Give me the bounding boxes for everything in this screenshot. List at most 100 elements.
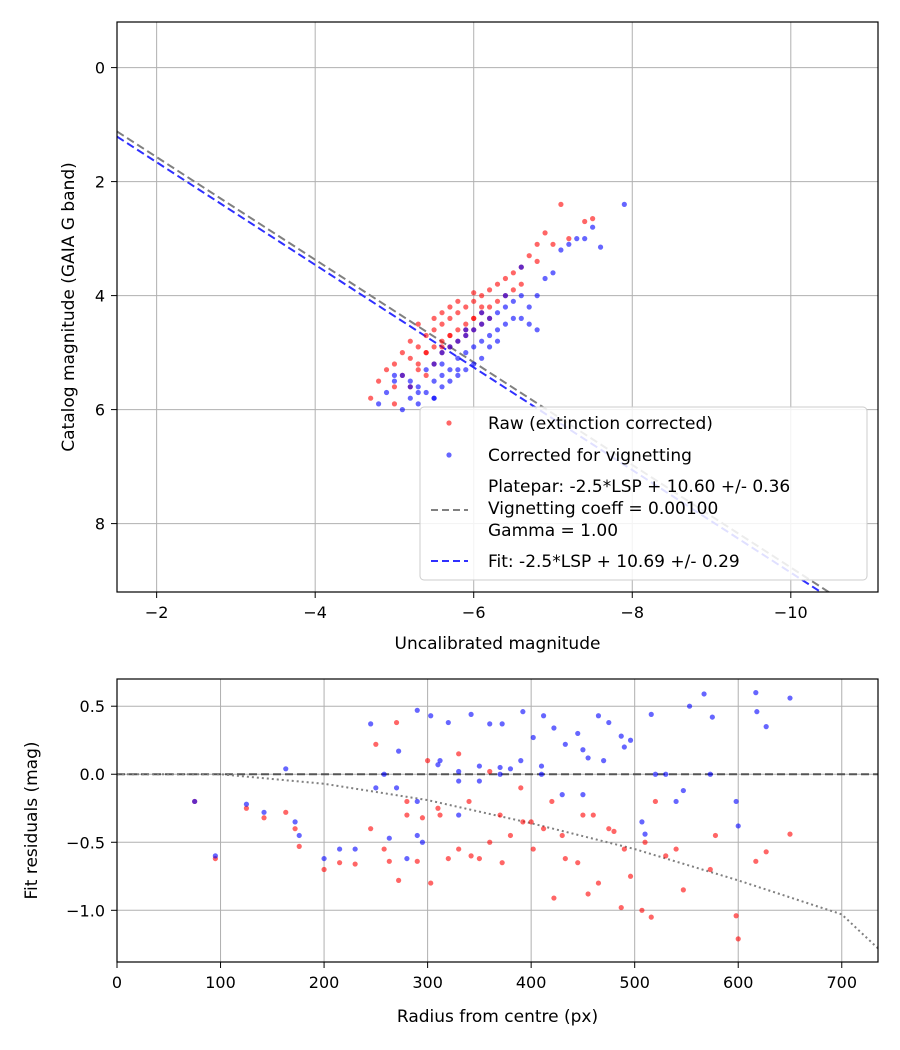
bot-series-1-point bbox=[763, 724, 769, 730]
bot-series-0-point bbox=[292, 826, 298, 832]
top-series-0-point bbox=[518, 281, 524, 287]
bot-series-0-point bbox=[735, 936, 741, 942]
bot-series-0-point bbox=[381, 846, 387, 852]
top-series-0-point bbox=[471, 315, 477, 321]
bot-series-1-point bbox=[733, 798, 739, 805]
bot-series-1-point bbox=[445, 719, 451, 726]
top-series-1-point bbox=[407, 378, 413, 384]
top-x-tick-label: −4 bbox=[303, 603, 327, 622]
bot-series-0-point bbox=[499, 860, 505, 866]
bot-x-tick-label: 200 bbox=[309, 973, 340, 992]
top-series-0-point bbox=[391, 401, 398, 407]
top-series-1-point bbox=[407, 395, 413, 401]
bot-series-0-point bbox=[642, 839, 648, 845]
bot-series-1-point bbox=[562, 741, 568, 747]
top-series-0-point bbox=[431, 327, 437, 333]
bot-series-0-point bbox=[425, 758, 431, 764]
top-series-1-point bbox=[502, 293, 509, 299]
bot-series-1-point bbox=[575, 730, 581, 737]
top-series-1-point bbox=[510, 315, 516, 321]
top-series-1-point bbox=[550, 270, 556, 276]
top-series-0-point bbox=[455, 298, 461, 304]
top-series-1-point bbox=[597, 244, 604, 250]
top-series-0-point bbox=[439, 344, 445, 350]
bottom-y-axis-label: Fit residuals (mag) bbox=[22, 742, 42, 900]
top-series-0-point bbox=[479, 293, 485, 299]
bot-series-0-point bbox=[648, 914, 654, 920]
bot-series-1-point bbox=[606, 719, 612, 726]
bot-series-1-point bbox=[701, 691, 707, 697]
top-series-1-point bbox=[479, 310, 485, 316]
bot-series-1-point bbox=[507, 766, 514, 772]
top-series-0-point bbox=[455, 327, 461, 333]
top-series-1-point bbox=[375, 401, 382, 407]
top-series-1-point bbox=[566, 241, 572, 247]
top-series-1-point bbox=[621, 201, 627, 207]
bot-series-0-point bbox=[352, 861, 358, 867]
top-series-0-point bbox=[383, 367, 390, 373]
top-series-0-point bbox=[542, 230, 548, 236]
top-series-0-point bbox=[391, 384, 398, 390]
bot-x-tick-label: 700 bbox=[826, 973, 857, 992]
bot-series-0-point bbox=[673, 846, 679, 852]
bot-series-0-point bbox=[559, 832, 565, 839]
top-series-2-line bbox=[117, 130, 831, 592]
top-series-1-point bbox=[431, 395, 437, 401]
bot-series-1-point bbox=[437, 758, 443, 764]
bot-series-0-point bbox=[712, 832, 719, 839]
top-series-0-point bbox=[471, 290, 477, 296]
bot-series-1-point bbox=[456, 778, 462, 784]
top-series-0-point bbox=[415, 367, 421, 373]
bot-series-0-point bbox=[580, 812, 586, 818]
top-series-0-point bbox=[494, 298, 501, 304]
bot-series-0-point bbox=[337, 860, 343, 866]
top-series-0-point bbox=[447, 315, 453, 321]
bot-series-0-point bbox=[445, 855, 451, 862]
bot-series-0-point bbox=[763, 849, 769, 855]
bot-series-1-point bbox=[787, 695, 793, 701]
top-x-tick-label: −2 bbox=[145, 603, 169, 622]
bot-series-0-point bbox=[414, 858, 420, 864]
bot-series-1-point bbox=[497, 771, 503, 777]
bot-x-tick-label: 500 bbox=[619, 973, 650, 992]
top-series-1-point bbox=[439, 372, 445, 378]
top-series-0-point bbox=[486, 304, 493, 310]
legend-platepar-label: Platepar: -2.5*LSP + 10.60 +/- 0.36 Vigne… bbox=[488, 477, 790, 541]
legend-fit-label: Fit: -2.5*LSP + 10.69 +/- 0.29 bbox=[488, 552, 740, 572]
bot-series-0-point bbox=[530, 846, 536, 852]
top-series-1-point bbox=[447, 367, 453, 373]
top-series-1-point bbox=[486, 344, 493, 350]
top-series-1-point bbox=[471, 327, 477, 333]
top-series-1-point bbox=[479, 321, 485, 327]
bot-series-1-point bbox=[639, 819, 645, 825]
bot-series-1-point bbox=[652, 771, 658, 777]
top-series-1-point bbox=[463, 332, 469, 339]
bot-series-1-point bbox=[404, 855, 410, 862]
top-series-1-point bbox=[415, 384, 421, 390]
top-series-1-point bbox=[439, 384, 445, 390]
bot-series-1-point bbox=[595, 713, 602, 719]
bottom-plot-panel: 0 100 200 300 400 500 600 700 0.5 0.0 −0.5 −1.0 Rad… bbox=[22, 678, 879, 1027]
bot-series-0-point bbox=[528, 819, 534, 825]
bot-series-1-point bbox=[735, 823, 741, 829]
bot-series-0-point bbox=[663, 853, 669, 859]
legend-platepar-line-text: Vignetting coeff = 0.00100 bbox=[488, 499, 718, 519]
top-series-0-point bbox=[431, 344, 437, 350]
bot-series-0-point bbox=[487, 839, 493, 845]
bottom-plot-frame bbox=[116, 678, 879, 963]
top-series-1-point bbox=[526, 321, 532, 327]
bot-series-0-point bbox=[611, 828, 617, 834]
bot-series-1-point bbox=[243, 801, 250, 807]
top-series-0-point bbox=[415, 321, 421, 327]
top-series-1-point bbox=[431, 361, 437, 367]
top-series-0-point bbox=[415, 344, 421, 350]
top-y-tick-label: 8 bbox=[95, 515, 105, 534]
top-y-tick-label: 6 bbox=[95, 401, 105, 420]
top-series-0-point bbox=[375, 378, 382, 384]
top-series-0-point bbox=[590, 216, 596, 222]
bot-series-0-point bbox=[419, 815, 426, 821]
top-series-0-point bbox=[463, 321, 469, 327]
bot-series-1-point bbox=[538, 763, 545, 769]
bot-series-1-point bbox=[396, 748, 402, 754]
